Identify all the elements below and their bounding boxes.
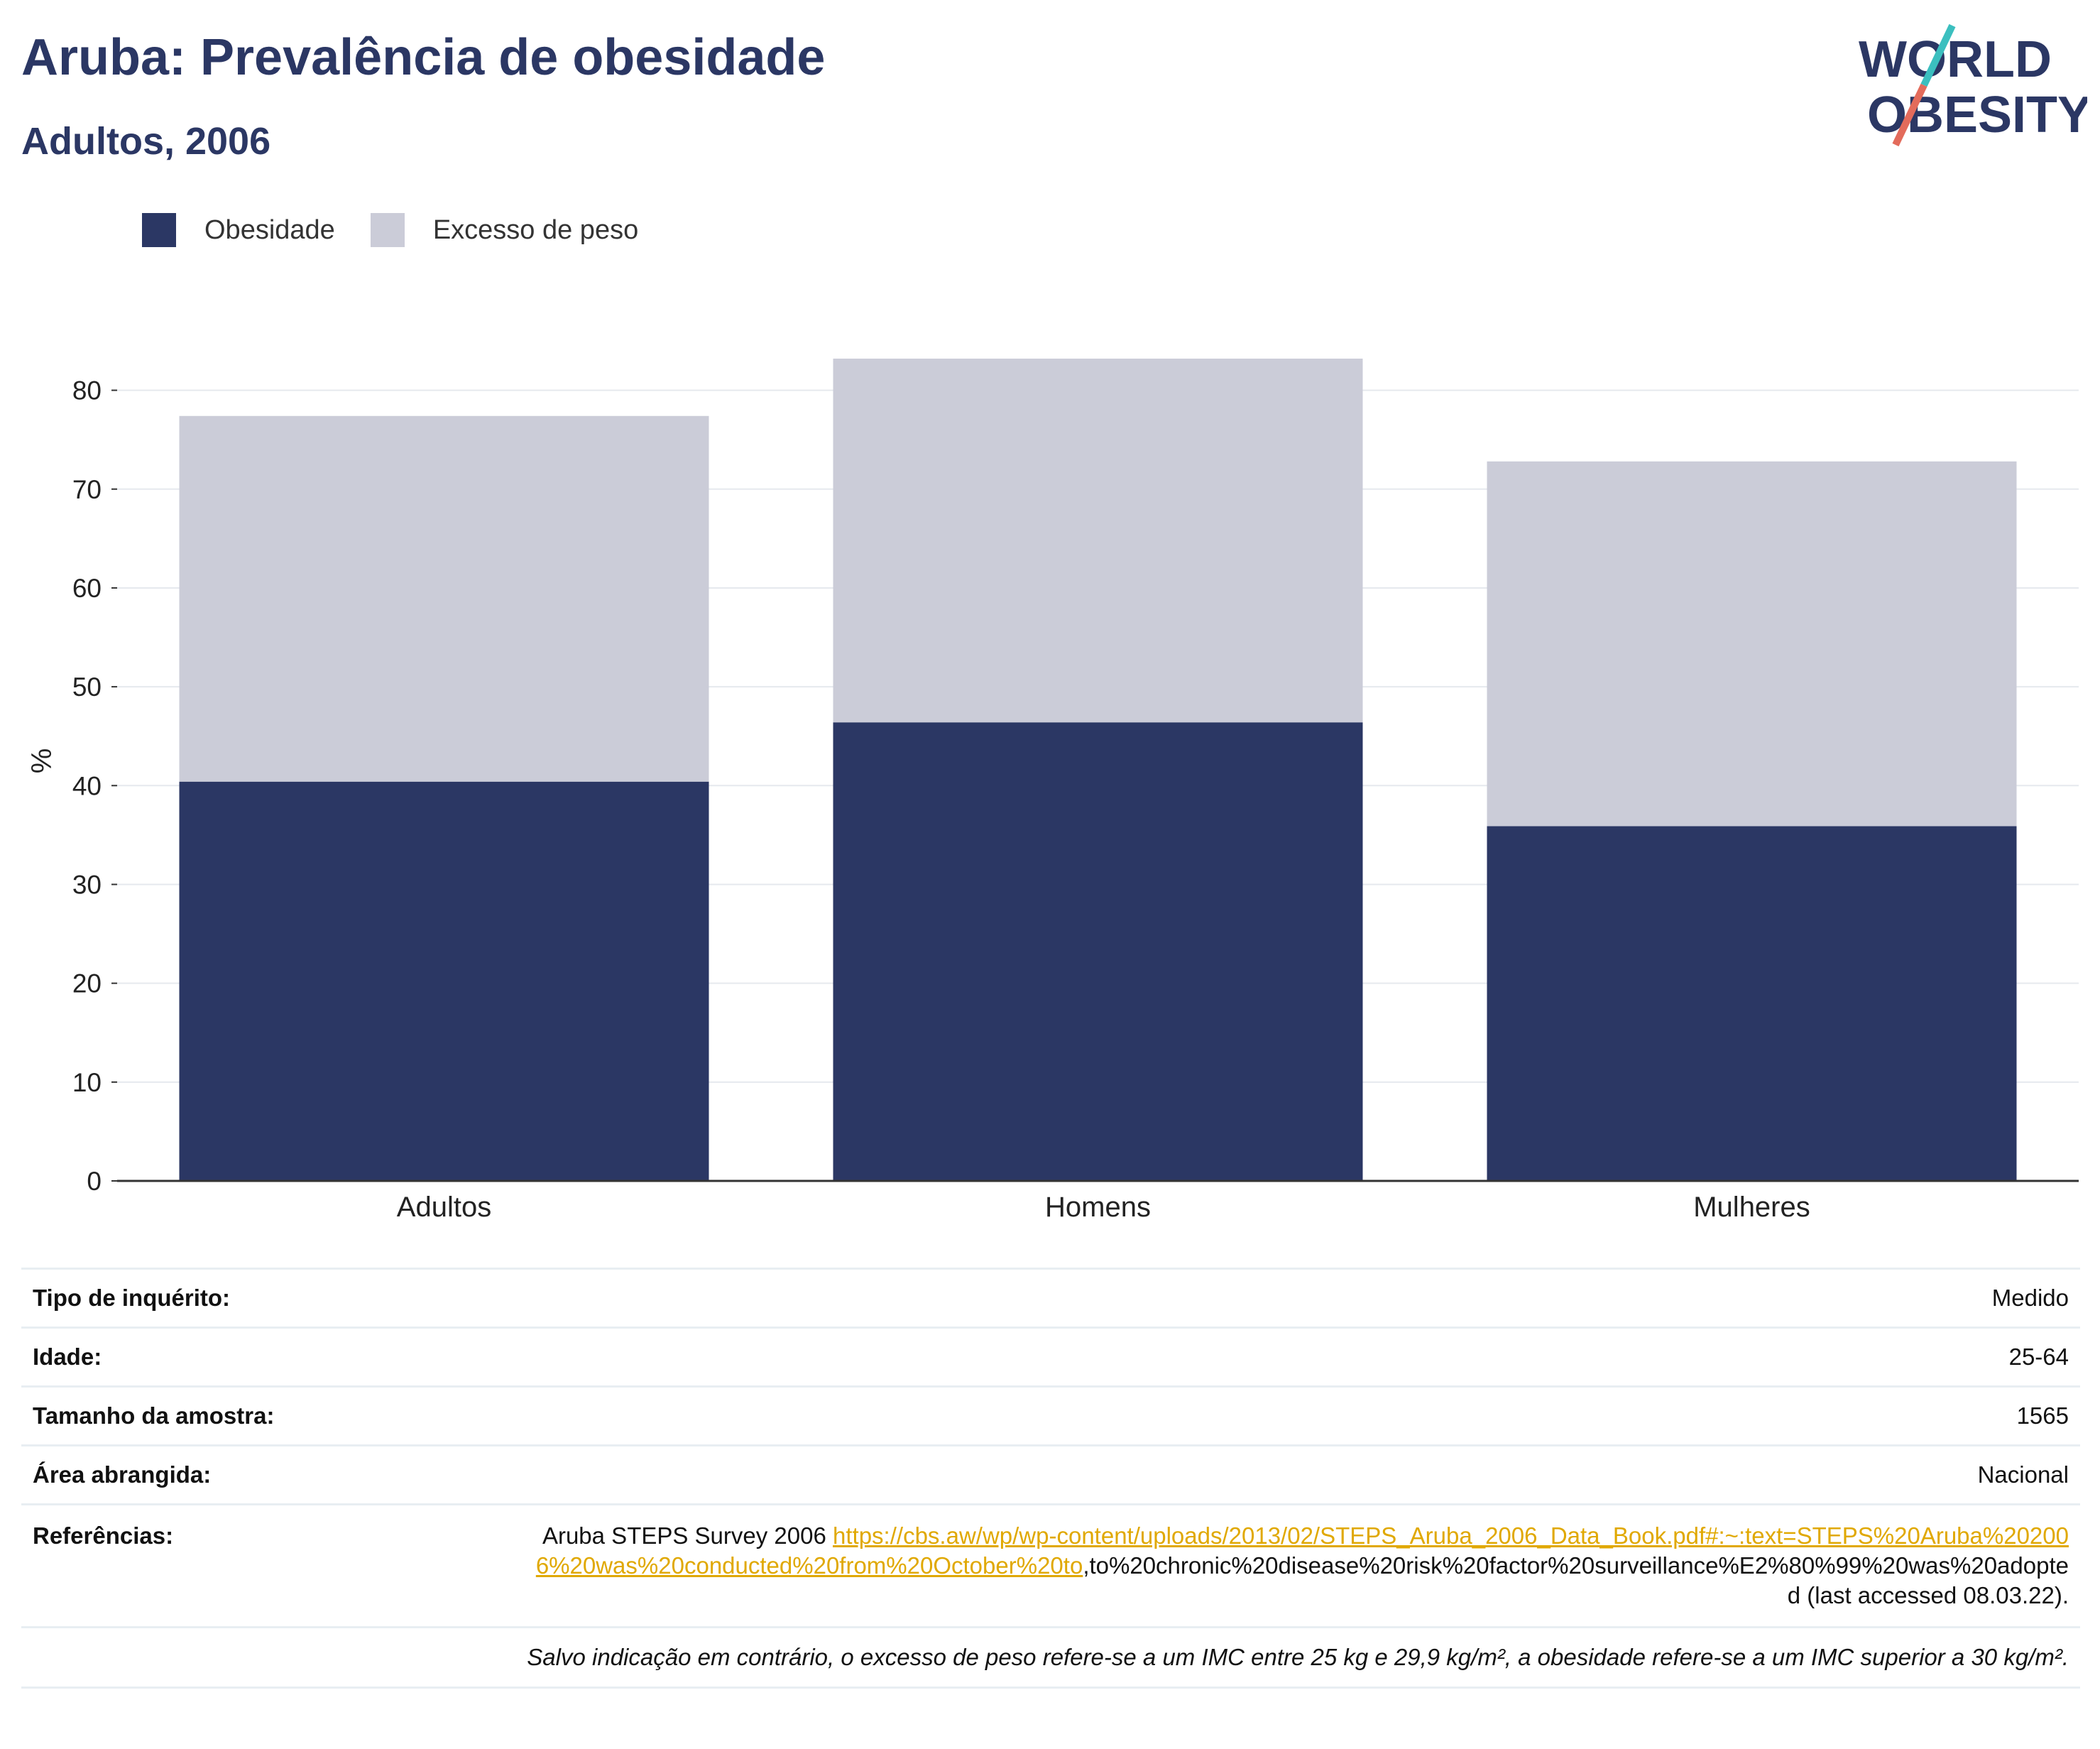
slash-logo-icon-lower (1892, 83, 1927, 147)
y-tick-label: 60 (72, 574, 102, 603)
info-label: Idade: (33, 1344, 102, 1370)
legend: Obesidade Excesso de peso (142, 213, 674, 247)
info-label: Tamanho da amostra: (33, 1402, 275, 1429)
y-tick-label: 30 (72, 870, 102, 899)
info-value: 25-64 (2008, 1344, 2069, 1370)
world-obesity-logo: WORLD OBESITY (1859, 23, 2087, 147)
references-text: Aruba STEPS Survey 2006 https://cbs.aw/w… (535, 1521, 2069, 1611)
chart-title: Aruba: Prevalência de obesidade (21, 29, 826, 86)
info-label: Referências: (33, 1522, 174, 1549)
bar-overweight (179, 415, 709, 782)
legend-swatch-overweight (370, 213, 405, 247)
survey-info-table: Tipo de inquérito: Medido Idade: 25-64 T… (21, 1268, 2080, 1689)
legend-label-obesity: Obesidade (204, 214, 335, 245)
bar-overweight (833, 359, 1363, 723)
legend-label-overweight: Excesso de peso (432, 214, 639, 245)
chart-subtitle: Adultos, 2006 (21, 120, 271, 163)
info-row-sample-size: Tamanho da amostra: 1565 (21, 1385, 2080, 1444)
bar-chart: 0 10 20 30 40 50 60 70 80% Adultos Homens Mulheres (26, 359, 2079, 1223)
info-value: Nacional (1977, 1461, 2069, 1488)
x-tick-label: Homens (1045, 1192, 1151, 1223)
slash-logo-icon (1920, 23, 1956, 87)
bar-obesity (833, 722, 1363, 1181)
y-axis-label: % (26, 748, 58, 774)
reference-link[interactable]: https://cbs.aw/wp/wp-content/uploads/201… (535, 1522, 2069, 1579)
y-tick-label: 20 (72, 969, 102, 998)
bar-obesity (179, 781, 709, 1181)
y-tick-label: 80 (72, 376, 102, 405)
info-row-survey-type: Tipo de inquérito: Medido (21, 1268, 2080, 1326)
info-label: Tipo de inquérito: (33, 1285, 231, 1311)
legend-item-obesity: Obesidade (142, 213, 335, 247)
info-row-area: Área abrangida: Nacional (21, 1444, 2080, 1503)
reference-prefix: Aruba STEPS Survey 2006 (542, 1522, 833, 1549)
bar-obesity (1487, 826, 2017, 1181)
y-tick-label: 0 (87, 1167, 102, 1196)
info-row-references: Referências: Aruba STEPS Survey 2006 htt… (21, 1503, 2080, 1626)
y-tick-label: 40 (72, 771, 102, 800)
info-value: 1565 (2016, 1402, 2069, 1429)
info-label: Área abrangida: (33, 1461, 212, 1488)
legend-item-overweight: Excesso de peso (370, 213, 639, 247)
legend-swatch-obesity (142, 213, 176, 247)
x-tick-label: Adultos (397, 1192, 491, 1223)
reference-suffix: ,to%20chronic%20disease%20risk%20factor%… (1083, 1552, 2069, 1608)
logo-line1: WORLD (1859, 31, 2052, 88)
bar-overweight (1487, 461, 2017, 827)
x-tick-label: Mulheres (1693, 1192, 1810, 1223)
y-tick-label: 10 (72, 1068, 102, 1097)
y-tick-label: 70 (72, 475, 102, 504)
y-tick-label: 50 (72, 672, 102, 702)
info-row-age: Idade: 25-64 (21, 1326, 2080, 1385)
bmi-footnote: Salvo indicação em contrário, o excesso … (21, 1626, 2080, 1689)
info-value: Medido (1991, 1285, 2069, 1311)
